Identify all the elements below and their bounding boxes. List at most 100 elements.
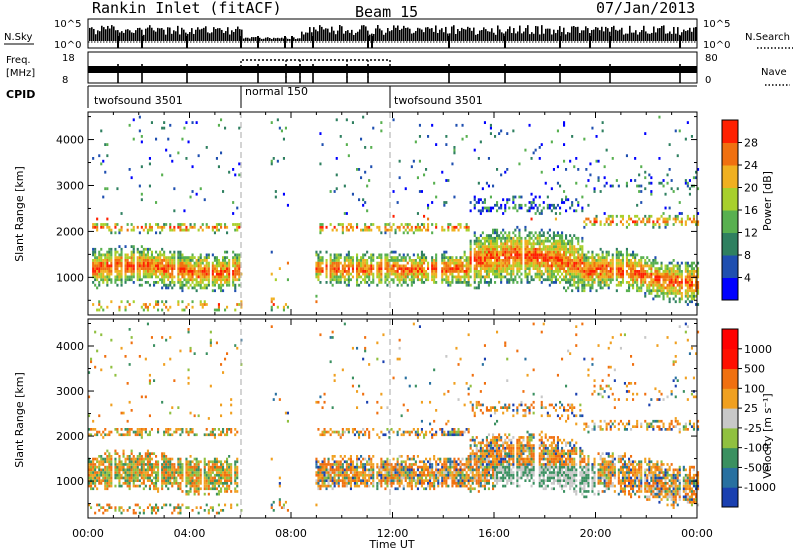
heatmap-cell [660,181,663,185]
heatmap-cell [317,278,320,282]
heatmap-cell [142,468,145,472]
heatmap-cell [386,267,389,270]
heatmap-cell [144,452,147,455]
heatmap-cell [404,281,407,284]
heatmap-cell [386,264,389,268]
heatmap-cell [697,261,700,265]
nsky-bar [455,33,457,41]
heatmap-cell [583,137,586,141]
heatmap-cell [325,272,328,276]
heatmap-cell [530,264,533,268]
heatmap-cell [179,349,182,353]
heatmap-cell [110,261,113,265]
heatmap-cell [518,206,521,210]
heatmap-cell [106,503,109,507]
heatmap-cell [516,261,519,265]
heatmap-cell [169,305,172,309]
heatmap-cell [538,234,541,237]
heatmap-cell [487,209,490,213]
heatmap-cell [118,275,121,279]
heatmap-cell [100,457,103,461]
heatmap-cell [688,264,691,268]
heatmap-cell [142,471,145,474]
heatmap-cell [100,463,103,466]
heatmap-cell [648,292,651,295]
heatmap-cell [140,245,143,248]
heatmap-cell [366,264,369,268]
heatmap-cell [528,231,531,235]
colorbar-tick-label: 16 [744,204,758,217]
heatmap-cell [203,264,206,268]
heatmap-cell [443,253,446,257]
heatmap-cell [183,228,186,232]
heatmap-cell [197,471,200,474]
heatmap-cell [640,259,643,262]
heatmap-cell [347,228,350,232]
heatmap-cell [678,272,681,276]
heatmap-cell [209,471,212,474]
nsky-bar [265,37,267,41]
heatmap-cell [573,250,576,254]
nsky-bar [185,32,187,41]
heatmap-cell [469,267,472,270]
heatmap-cell [341,270,344,273]
heatmap-cell [581,236,584,240]
heatmap-cell [185,283,188,287]
heatmap-cell [155,250,158,254]
heatmap-cell [638,259,641,262]
heatmap-cell [191,190,194,193]
heatmap-cell [664,225,667,229]
heatmap-cell [380,272,383,276]
heatmap-cell [447,261,450,265]
heatmap-cell [134,468,137,472]
heatmap-cell [398,275,401,279]
heatmap-cell [654,278,657,282]
heatmap-cell [193,479,196,482]
heatmap-cell [130,428,133,431]
heatmap-cell [161,455,164,458]
heatmap-cell [362,261,365,265]
heatmap-cell [96,278,99,282]
heatmap-cell [634,157,637,160]
heatmap-cell [157,430,160,434]
heatmap-cell [601,286,604,290]
heatmap-cell [644,261,647,265]
heatmap-cell [161,452,164,455]
heatmap-cell [559,256,562,259]
heatmap-cell [398,267,401,270]
heatmap-cell [181,281,184,284]
heatmap-cell [695,264,698,268]
heatmap-cell [416,278,419,282]
heatmap-cell [337,267,340,270]
heatmap-cell [536,242,539,246]
heatmap-cell [146,281,149,284]
heatmap-cell [144,471,147,474]
nsky-bar [385,32,387,41]
heatmap-cell [148,303,151,306]
heatmap-cell [435,225,438,229]
heatmap-cell [392,256,395,259]
heatmap-cell [339,275,342,279]
heatmap-cell [163,476,166,480]
heatmap-cell [331,270,334,273]
heatmap-cell [108,455,111,458]
heatmap-cell [331,228,334,232]
heatmap-cell [483,247,486,251]
heatmap-cell [333,259,336,262]
heatmap-cell [120,228,123,232]
heatmap-cell [524,253,527,257]
heatmap-cell [561,264,564,268]
heatmap-cell [325,264,328,268]
heatmap-cell [179,223,182,226]
heatmap-cell [571,236,574,240]
heatmap-cell [577,242,580,246]
heatmap-cell [481,259,484,262]
heatmap-cell [343,184,346,188]
heatmap-cell [674,275,677,279]
heatmap-cell [579,256,582,259]
heatmap-cell [165,468,168,472]
heatmap-cell [195,192,198,196]
heatmap-cell [88,482,91,485]
nsky-bar [143,34,145,41]
heatmap-cell [207,482,210,485]
